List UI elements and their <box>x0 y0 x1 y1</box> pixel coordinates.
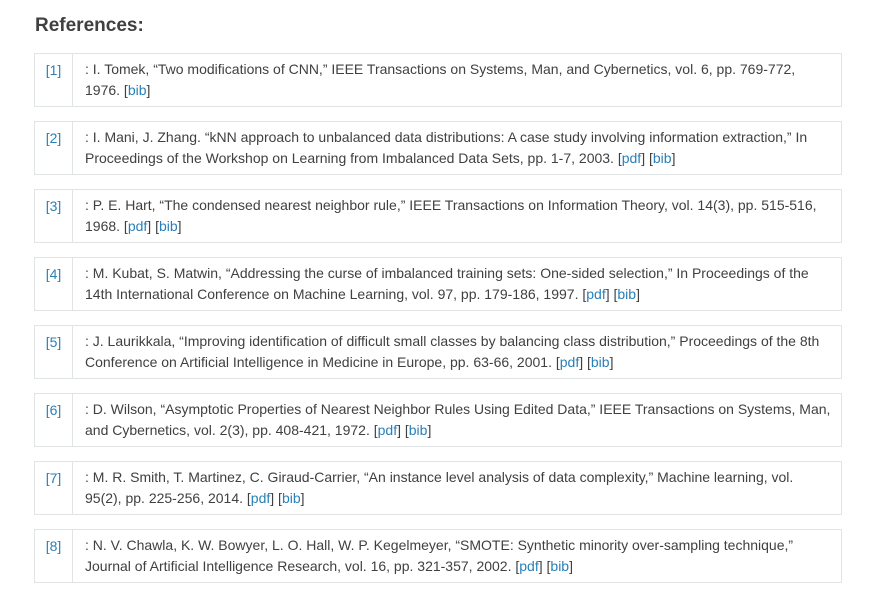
bib-link[interactable]: bib <box>281 490 301 506</box>
references-list: [1] : I. Tomek, “Two modifications of CN… <box>34 53 842 597</box>
reference-item: [1] : I. Tomek, “Two modifications of CN… <box>34 53 842 107</box>
reference-body: : N. V. Chawla, K. W. Bowyer, L. O. Hall… <box>85 537 794 574</box>
reference-body: : I. Tomek, “Two modifications of CNN,” … <box>85 61 796 98</box>
reference-item: [2] : I. Mani, J. Zhang. “kNN approach t… <box>34 121 842 175</box>
bib-link[interactable]: bib <box>550 558 570 574</box>
reference-number-link[interactable]: [8] <box>45 538 62 554</box>
reference-number-link[interactable]: [3] <box>45 198 62 214</box>
reference-body: : J. Laurikkala, “Improving identificati… <box>85 333 820 370</box>
reference-number-cell: [5] <box>35 326 73 378</box>
reference-text: : I. Mani, J. Zhang. “kNN approach to un… <box>85 129 808 166</box>
pdf-link[interactable]: pdf <box>250 490 271 506</box>
reference-item: [8] : N. V. Chawla, K. W. Bowyer, L. O. … <box>34 529 842 583</box>
reference-text: : M. R. Smith, T. Martinez, C. Giraud-Ca… <box>85 469 794 506</box>
reference-text: : J. Laurikkala, “Improving identificati… <box>85 333 820 370</box>
reference-item: [3] : P. E. Hart, “The condensed nearest… <box>34 189 842 243</box>
reference-number-link[interactable]: [6] <box>45 402 62 418</box>
reference-number-link[interactable]: [5] <box>45 334 62 350</box>
reference-text: : M. Kubat, S. Matwin, “Addressing the c… <box>85 265 809 302</box>
pdf-link[interactable]: pdf <box>586 286 606 302</box>
reference-number-cell: [7] <box>35 462 73 514</box>
reference-number-link[interactable]: [2] <box>45 130 62 146</box>
reference-number-cell: [8] <box>35 530 73 582</box>
reference-text: : D. Wilson, “Asymptotic Properties of N… <box>85 401 831 438</box>
bib-link[interactable]: bib <box>408 422 428 438</box>
reference-number-cell: [4] <box>35 258 73 310</box>
references-heading: References: <box>35 15 144 36</box>
reference-number-cell: [2] <box>35 122 73 174</box>
reference-text: : P. E. Hart, “The condensed nearest nei… <box>85 197 817 234</box>
reference-number-link[interactable]: [7] <box>45 470 62 486</box>
pdf-link[interactable]: pdf <box>621 150 642 166</box>
reference-number-link[interactable]: [1] <box>45 62 62 78</box>
reference-body: : I. Mani, J. Zhang. “kNN approach to un… <box>85 129 808 166</box>
bib-link[interactable]: bib <box>127 82 147 98</box>
reference-body: : M. R. Smith, T. Martinez, C. Giraud-Ca… <box>85 469 794 506</box>
bib-link[interactable]: bib <box>652 150 672 166</box>
bib-link[interactable]: bib <box>158 218 178 234</box>
reference-text: : N. V. Chawla, K. W. Bowyer, L. O. Hall… <box>85 537 794 574</box>
pdf-link[interactable]: pdf <box>559 354 580 370</box>
reference-item: [4] : M. Kubat, S. Matwin, “Addressing t… <box>34 257 842 311</box>
reference-number-cell: [6] <box>35 394 73 446</box>
pdf-link[interactable]: pdf <box>377 422 398 438</box>
pdf-link[interactable]: pdf <box>519 558 539 574</box>
reference-item: [6] : D. Wilson, “Asymptotic Properties … <box>34 393 842 447</box>
reference-number-link[interactable]: [4] <box>45 266 62 282</box>
reference-body: : P. E. Hart, “The condensed nearest nei… <box>85 197 817 234</box>
bib-link[interactable]: bib <box>590 354 610 370</box>
reference-body: : D. Wilson, “Asymptotic Properties of N… <box>85 401 831 438</box>
reference-item: [5] : J. Laurikkala, “Improving identifi… <box>34 325 842 379</box>
reference-item: [7] : M. R. Smith, T. Martinez, C. Girau… <box>34 461 842 515</box>
bib-link[interactable]: bib <box>617 286 637 302</box>
pdf-link[interactable]: pdf <box>127 218 148 234</box>
reference-body: : M. Kubat, S. Matwin, “Addressing the c… <box>85 265 809 302</box>
reference-number-cell: [1] <box>35 54 73 106</box>
reference-number-cell: [3] <box>35 190 73 242</box>
reference-text: : I. Tomek, “Two modifications of CNN,” … <box>85 61 796 98</box>
